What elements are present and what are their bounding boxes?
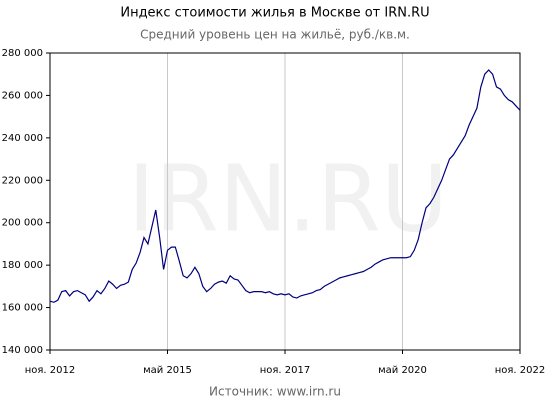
x-tick-label: май 2015 — [143, 365, 192, 376]
y-tick-label: 140 000 — [2, 345, 43, 356]
chart-title: Индекс стоимости жилья в Москве от IRN.R… — [120, 6, 429, 21]
y-tick-label: 180 000 — [2, 260, 43, 271]
chart-subtitle: Средний уровень цен на жильё, руб./кв.м. — [140, 28, 410, 42]
x-tick-label: ноя. 2012 — [25, 365, 75, 376]
y-tick-label: 220 000 — [2, 175, 43, 186]
y-tick-label: 280 000 — [2, 48, 43, 59]
data-line — [49, 69, 521, 303]
source-note: Источник: www.irn.ru — [209, 385, 341, 399]
y-tick-label: 240 000 — [2, 133, 43, 144]
y-tick-label: 160 000 — [2, 303, 43, 314]
y-tick-label: 260 000 — [2, 90, 43, 101]
x-tick-label: ноя. 2017 — [260, 365, 310, 376]
plot-frame — [49, 52, 521, 351]
watermark: IRN.RU — [128, 145, 448, 252]
y-tick-label: 200 000 — [2, 218, 43, 229]
x-tick-label: ноя. 2022 — [495, 365, 545, 376]
x-tick-label: май 2020 — [378, 365, 427, 376]
